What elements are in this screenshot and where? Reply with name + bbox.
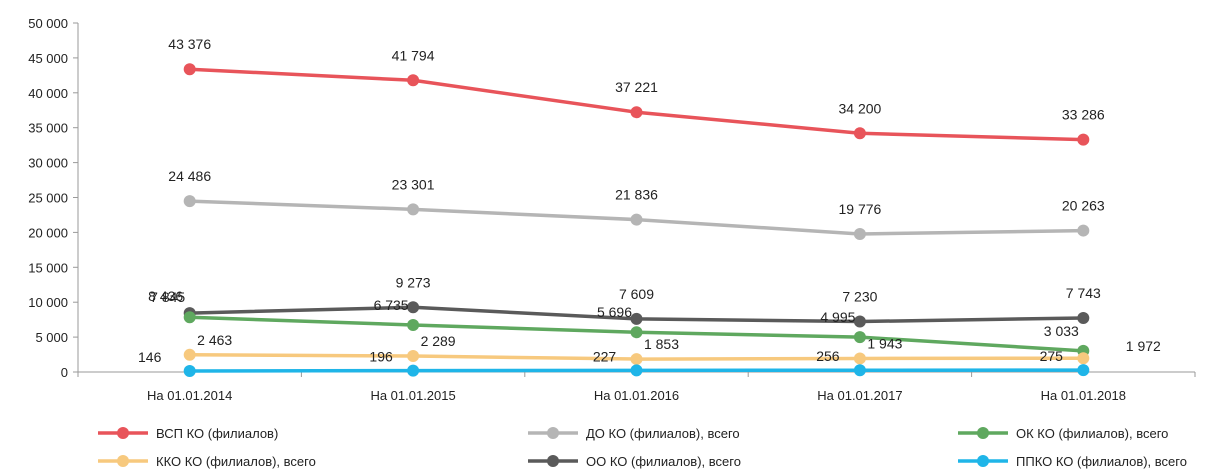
data-point-ppko: [630, 364, 643, 377]
y-tick-label: 0: [61, 365, 68, 380]
legend-swatch-marker: [117, 427, 129, 439]
data-label-vsp: 43 376: [168, 36, 211, 52]
y-tick-label: 20 000: [28, 225, 68, 240]
legend-item-ok: ОК КО (филиалов), всего: [958, 426, 1168, 441]
y-tick-label: 40 000: [28, 86, 68, 101]
x-tick-label: На 01.01.2017: [817, 388, 902, 403]
y-tick-label: 35 000: [28, 121, 68, 136]
legend-label: ППКО КО (филиалов), всего: [1016, 454, 1187, 469]
data-point-ok: [407, 318, 420, 331]
legend-item-do: ДО КО (филиалов), всего: [528, 426, 740, 441]
data-label-ok: 7 845: [150, 289, 185, 305]
data-point-vsp: [407, 74, 420, 87]
data-point-kko: [630, 353, 643, 366]
data-label-vsp: 41 794: [392, 47, 435, 63]
series-oo: [183, 301, 1090, 328]
data-label-do: 19 776: [838, 201, 881, 217]
x-tick-label: На 01.01.2016: [594, 388, 679, 403]
data-label-oo: 7 743: [1066, 285, 1101, 301]
data-label-kko: 2 463: [197, 332, 232, 348]
data-label-vsp: 33 286: [1062, 107, 1105, 123]
data-point-oo: [1077, 311, 1090, 324]
data-point-ppko: [183, 364, 196, 377]
legend-label: ККО КО (филиалов), всего: [156, 454, 316, 469]
legend-swatch-marker: [547, 427, 559, 439]
data-point-do: [853, 227, 866, 240]
data-label-do: 20 263: [1062, 198, 1105, 214]
data-point-vsp: [1077, 133, 1090, 146]
data-point-kko: [1077, 352, 1090, 365]
data-label-vsp: 34 200: [838, 100, 881, 116]
series-do: [183, 195, 1090, 240]
data-label-vsp: 37 221: [615, 79, 658, 95]
legend-swatch-marker: [977, 455, 989, 467]
y-tick-label: 25 000: [28, 191, 68, 206]
series-vsp: [183, 63, 1090, 146]
data-point-oo: [630, 312, 643, 325]
data-label-oo: 7 609: [619, 286, 654, 302]
data-label-ok: 6 735: [374, 297, 409, 313]
legend-label: ОК КО (филиалов), всего: [1016, 426, 1168, 441]
y-tick-label: 10 000: [28, 295, 68, 310]
data-point-do: [630, 213, 643, 226]
y-tick-label: 5 000: [35, 330, 68, 345]
data-label-ppko: 256: [816, 348, 840, 364]
legend-item-kko: ККО КО (филиалов), всего: [98, 454, 316, 469]
legend-swatch-marker: [977, 427, 989, 439]
data-point-oo: [853, 315, 866, 328]
legend-label: ОО КО (филиалов), всего: [586, 454, 741, 469]
y-tick-label: 15 000: [28, 260, 68, 275]
legend-swatch-marker: [547, 455, 559, 467]
series-kko: [183, 348, 1090, 366]
data-label-kko: 2 289: [421, 333, 456, 349]
data-point-do: [407, 203, 420, 216]
x-tick-label: На 01.01.2014: [147, 388, 232, 403]
data-label-kko: 1 972: [1126, 338, 1161, 354]
data-point-kko: [853, 352, 866, 365]
data-point-kko: [183, 348, 196, 361]
data-label-ok: 5 696: [597, 304, 632, 320]
legend-item-vsp: ВСП КО (филиалов): [98, 426, 278, 441]
legend-swatch-marker: [117, 455, 129, 467]
data-point-do: [1077, 224, 1090, 237]
data-label-ppko: 146: [138, 349, 162, 365]
legend-label: ДО КО (филиалов), всего: [586, 426, 740, 441]
data-point-ppko: [1077, 364, 1090, 377]
data-point-ppko: [407, 364, 420, 377]
data-point-do: [183, 195, 196, 208]
data-label-do: 24 486: [168, 168, 211, 184]
data-label-do: 23 301: [392, 176, 435, 192]
data-label-ppko: 196: [369, 349, 393, 365]
data-point-ok: [630, 326, 643, 339]
legend-label: ВСП КО (филиалов): [156, 426, 278, 441]
data-point-oo: [407, 301, 420, 314]
data-label-ppko: 275: [1040, 348, 1064, 364]
data-label-kko: 1 853: [644, 336, 679, 352]
legend-item-ppko: ППКО КО (филиалов), всего: [958, 454, 1187, 469]
data-label-oo: 9 273: [396, 274, 431, 290]
data-label-kko: 1 943: [867, 335, 902, 351]
data-label-ok: 3 033: [1044, 323, 1079, 339]
x-tick-label: На 01.01.2015: [370, 388, 455, 403]
data-point-vsp: [853, 127, 866, 140]
y-tick-label: 30 000: [28, 156, 68, 171]
y-tick-label: 45 000: [28, 51, 68, 66]
data-point-vsp: [183, 63, 196, 76]
data-point-ok: [183, 311, 196, 324]
data-point-vsp: [630, 106, 643, 119]
legend-item-oo: ОО КО (филиалов), всего: [528, 454, 741, 469]
data-point-ppko: [853, 364, 866, 377]
data-point-ok: [853, 331, 866, 344]
data-label-ppko: 227: [593, 348, 617, 364]
series-ppko: [183, 364, 1090, 377]
data-label-oo: 8 436: [148, 288, 183, 304]
data-label-oo: 7 230: [842, 289, 877, 305]
data-point-kko: [407, 350, 420, 363]
data-label-do: 21 836: [615, 187, 658, 203]
y-tick-label: 50 000: [28, 16, 68, 31]
data-label-ok: 4 995: [820, 309, 855, 325]
x-tick-label: На 01.01.2018: [1041, 388, 1126, 403]
